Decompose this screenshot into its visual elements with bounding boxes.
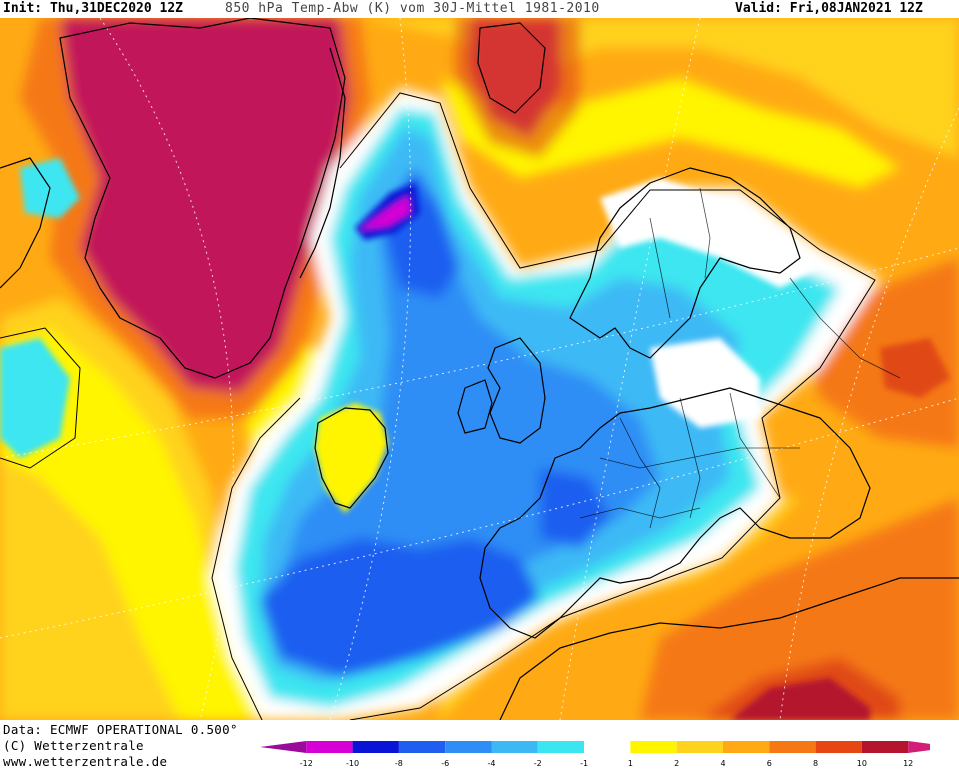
svalbard-halo (455, 18, 580, 158)
parameter-label: 850 hPa Temp-Abw (K) vom 30J-Mittel 1981… (225, 1, 600, 16)
legend-tick-label: 4 (720, 759, 725, 768)
legend-color-box (306, 741, 353, 753)
legend-tick-label: -2 (534, 759, 542, 768)
graticule-line (329, 18, 412, 720)
west-cyan-patch (0, 338, 70, 458)
valid-time-label: Valid: Fri,08JAN2021 12Z (735, 1, 923, 16)
border-line (649, 217, 671, 319)
cold-core-magenta (360, 196, 410, 230)
southeast-dark-red (730, 678, 870, 720)
legend-color-box (861, 741, 909, 753)
map-header: Init: Thu,31DEC2020 12Z 850 hPa Temp-Abw… (0, 0, 959, 18)
legend-tick-label: 1 (628, 759, 633, 768)
scandinavia-coast (569, 167, 801, 359)
greenland-east-coast (299, 47, 346, 279)
legend-tick-label: -1 (580, 759, 588, 768)
svalbard-coast (477, 22, 546, 114)
border-line (789, 277, 901, 379)
website-label: www.wetterzentrale.de (3, 754, 168, 769)
data-source-label: Data: ECMWF OPERATIONAL 0.500° (3, 722, 238, 737)
legend-color-box (769, 741, 816, 753)
legend-color-box (445, 741, 492, 753)
zero-contours (0, 92, 876, 720)
legend-color-box (630, 741, 677, 753)
africa-coast (499, 577, 959, 720)
coastlines (0, 18, 959, 720)
legend-tick-label: -8 (395, 759, 403, 768)
legend-color-box (491, 741, 538, 753)
legend-tick-label: 12 (903, 759, 913, 768)
border-line (579, 507, 701, 519)
contour-line (0, 327, 81, 469)
europe-coast (479, 387, 871, 639)
cold-deep-blue-france (540, 468, 610, 548)
legend-tick-label: -12 (300, 759, 313, 768)
north-america-coast (0, 157, 51, 289)
init-time-label: Init: Thu,31DEC2020 12Z (3, 1, 184, 16)
yellow-band-north (440, 78, 900, 188)
legend-color-box (815, 741, 862, 753)
graticule-line (0, 397, 959, 639)
color-legend: -12 -10 -8 -6 -4 -2 -1 1 2 4 6 8 10 12 (260, 741, 930, 768)
border-line (699, 187, 711, 279)
legend-color-box (676, 741, 723, 753)
legend-tick-label: 6 (767, 759, 772, 768)
greenland-coast (59, 18, 346, 379)
greenland-core (60, 18, 350, 393)
border-line (619, 417, 661, 529)
graticule (0, 18, 959, 720)
anomaly-detail (0, 158, 950, 720)
border-line (729, 392, 781, 499)
legend-color-box (398, 741, 446, 753)
east-red-patch (880, 338, 950, 398)
legend-tick-label: -4 (488, 759, 496, 768)
border-line (599, 447, 800, 469)
iceland-warm-yellow (315, 403, 388, 513)
great-britain-coast (487, 337, 546, 444)
legend-color-box (352, 741, 399, 753)
warm-red-southeast (640, 498, 959, 720)
graticule-line (779, 107, 959, 720)
iceland-coast (314, 407, 389, 509)
contour-line (339, 92, 876, 720)
legend-color-box (584, 741, 631, 753)
legend-color-box (260, 741, 307, 753)
temperature-anomaly-map (0, 18, 959, 720)
border-line (679, 397, 701, 519)
anomaly-field (0, 18, 959, 720)
country-borders (579, 187, 901, 529)
legend-color-box (723, 741, 770, 753)
legend-tick-label: 2 (674, 759, 679, 768)
cold-deep-blue-atlantic (260, 538, 540, 678)
legend-tick-label: 8 (813, 759, 818, 768)
legend-color-box (908, 741, 930, 753)
copyright-label: (C) Wetterzentrale (3, 738, 144, 753)
legend-tick-label: -10 (346, 759, 359, 768)
legend-tick-label: -6 (441, 759, 449, 768)
contour-line (211, 397, 301, 720)
legend-tick-label: 10 (857, 759, 867, 768)
legend-color-box (537, 741, 585, 753)
ireland-coast (457, 379, 493, 434)
scandinavia-white (600, 178, 820, 288)
